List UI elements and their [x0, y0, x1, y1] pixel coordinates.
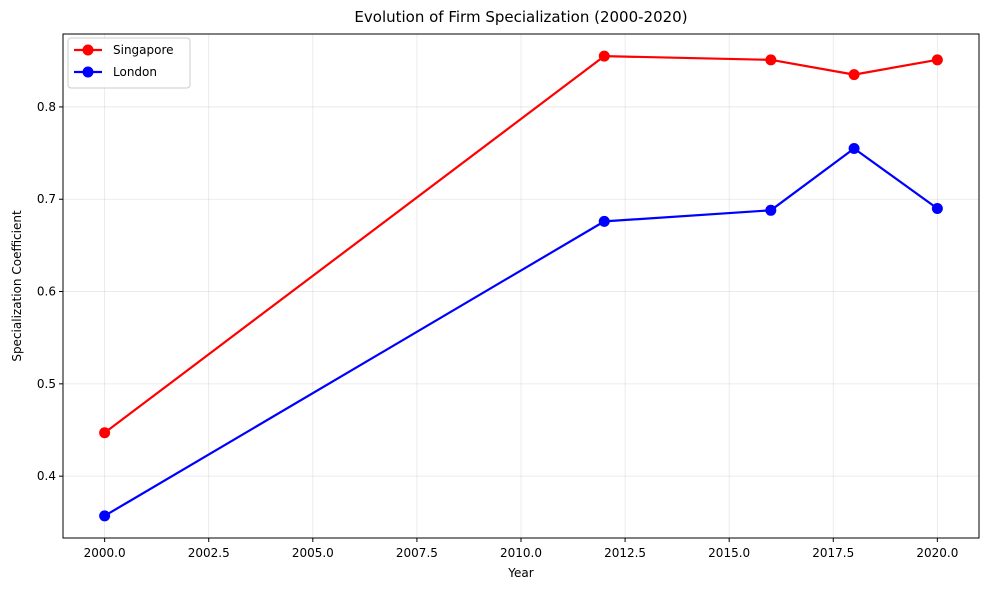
singapore-data-point — [848, 69, 860, 81]
x-tick-label: 2000.0 — [84, 546, 126, 560]
legend-entries: Singapore London — [74, 43, 174, 79]
london-legend-label: London — [113, 65, 157, 79]
singapore-data-point — [598, 50, 610, 62]
x-axis-ticks: 2000.0 2002.5 2005.0 2007.5 2010.0 2012.5 2015… — [84, 538, 958, 560]
london-data-point — [931, 202, 943, 214]
london-data-point — [99, 510, 111, 522]
singapore-data-point — [931, 54, 943, 66]
x-axis-title: Year — [507, 566, 533, 580]
x-tick-label: 2005.0 — [292, 546, 334, 560]
y-axis-title: Specialization Coefficient — [10, 210, 24, 362]
plot-area: 2000.0 2002.5 2005.0 2007.5 2010.0 2012.5 2015… — [37, 33, 980, 560]
x-tick-label: 2020.0 — [916, 546, 958, 560]
y-tick-label: 0.6 — [37, 285, 56, 299]
x-tick-label: 2007.5 — [396, 546, 438, 560]
london-data-point — [848, 142, 860, 154]
y-tick-label: 0.8 — [37, 100, 56, 114]
london-legend-marker — [82, 66, 94, 78]
y-axis-ticks: 0.4 0.5 0.6 0.7 0.8 — [37, 100, 63, 483]
london-data-point — [598, 215, 610, 227]
series-lines — [99, 50, 943, 522]
plot-frame — [62, 33, 980, 539]
x-tick-label: 2012.5 — [604, 546, 646, 560]
x-tick-label: 2010.0 — [500, 546, 542, 560]
y-tick-label: 0.7 — [37, 192, 56, 206]
chart-title: Evolution of Firm Specialization (2000-2… — [354, 8, 687, 26]
y-tick-label: 0.4 — [37, 469, 56, 483]
singapore-data-point — [99, 427, 111, 439]
x-tick-label: 2015.0 — [708, 546, 750, 560]
legend: Singapore London — [67, 37, 191, 89]
singapore-legend-label: Singapore — [113, 43, 174, 57]
singapore-legend-marker — [82, 44, 94, 56]
x-tick-label: 2002.5 — [188, 546, 230, 560]
x-tick-label: 2017.5 — [812, 546, 854, 560]
singapore-data-point — [765, 54, 777, 66]
london-data-point — [765, 204, 777, 216]
y-tick-label: 0.5 — [37, 377, 56, 391]
